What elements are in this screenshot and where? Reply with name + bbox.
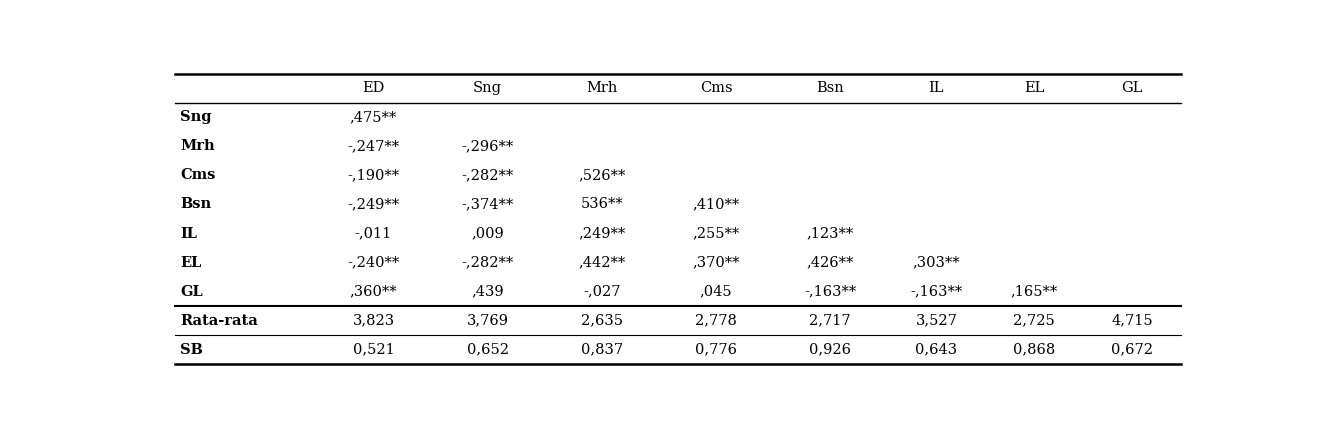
Text: -,163**: -,163** xyxy=(804,285,857,298)
Text: ,123**: ,123** xyxy=(807,226,854,240)
Text: ,426**: ,426** xyxy=(807,256,854,270)
Text: 2,635: 2,635 xyxy=(581,314,623,328)
Text: 4,715: 4,715 xyxy=(1111,314,1153,328)
Text: -,247**: -,247** xyxy=(348,139,399,153)
Text: -,282**: -,282** xyxy=(461,256,514,270)
Text: 536**: 536** xyxy=(580,198,623,212)
Text: Mrh: Mrh xyxy=(587,81,618,95)
Text: 0,521: 0,521 xyxy=(353,343,394,357)
Text: EL: EL xyxy=(1024,81,1044,95)
Text: -,027: -,027 xyxy=(583,285,621,298)
Text: -,163**: -,163** xyxy=(911,285,962,298)
Text: -,240**: -,240** xyxy=(348,256,399,270)
Text: Cms: Cms xyxy=(700,81,733,95)
Text: 2,717: 2,717 xyxy=(809,314,851,328)
Text: Sng: Sng xyxy=(473,81,502,95)
Text: ,475**: ,475** xyxy=(349,110,397,124)
Text: Bsn: Bsn xyxy=(816,81,845,95)
Text: IL: IL xyxy=(181,226,198,240)
Text: ,045: ,045 xyxy=(700,285,733,298)
Text: 0,776: 0,776 xyxy=(695,343,737,357)
Text: ,410**: ,410** xyxy=(692,198,739,212)
Text: -,249**: -,249** xyxy=(348,198,399,212)
Text: -,190**: -,190** xyxy=(348,168,399,182)
Text: IL: IL xyxy=(929,81,944,95)
Text: Rata-rata: Rata-rata xyxy=(181,314,258,328)
Text: -,296**: -,296** xyxy=(461,139,514,153)
Text: -,011: -,011 xyxy=(355,226,391,240)
Text: 0,868: 0,868 xyxy=(1014,343,1056,357)
Text: 0,643: 0,643 xyxy=(915,343,957,357)
Text: EL: EL xyxy=(181,256,202,270)
Text: ,360**: ,360** xyxy=(349,285,397,298)
Text: -,374**: -,374** xyxy=(461,198,514,212)
Text: ,303**: ,303** xyxy=(912,256,961,270)
Text: ,009: ,009 xyxy=(472,226,503,240)
Text: SB: SB xyxy=(181,343,203,357)
Text: -,282**: -,282** xyxy=(461,168,514,182)
Text: ,439: ,439 xyxy=(472,285,503,298)
Text: 3,769: 3,769 xyxy=(467,314,509,328)
Text: ,370**: ,370** xyxy=(692,256,739,270)
Text: Cms: Cms xyxy=(181,168,215,182)
Text: Mrh: Mrh xyxy=(181,139,215,153)
Text: 2,725: 2,725 xyxy=(1014,314,1056,328)
Text: ED: ED xyxy=(362,81,385,95)
Text: ,165**: ,165** xyxy=(1011,285,1058,298)
Text: 2,778: 2,778 xyxy=(695,314,737,328)
Text: 3,823: 3,823 xyxy=(352,314,394,328)
Text: 0,652: 0,652 xyxy=(467,343,509,357)
Text: GL: GL xyxy=(181,285,203,298)
Text: GL: GL xyxy=(1122,81,1143,95)
Text: 0,926: 0,926 xyxy=(809,343,851,357)
Text: Sng: Sng xyxy=(181,110,212,124)
Text: ,249**: ,249** xyxy=(579,226,626,240)
Text: 3,527: 3,527 xyxy=(916,314,957,328)
Text: 0,672: 0,672 xyxy=(1111,343,1153,357)
Text: ,255**: ,255** xyxy=(692,226,739,240)
Text: Bsn: Bsn xyxy=(181,198,211,212)
Text: 0,837: 0,837 xyxy=(581,343,623,357)
Text: ,442**: ,442** xyxy=(579,256,626,270)
Text: ,526**: ,526** xyxy=(579,168,626,182)
